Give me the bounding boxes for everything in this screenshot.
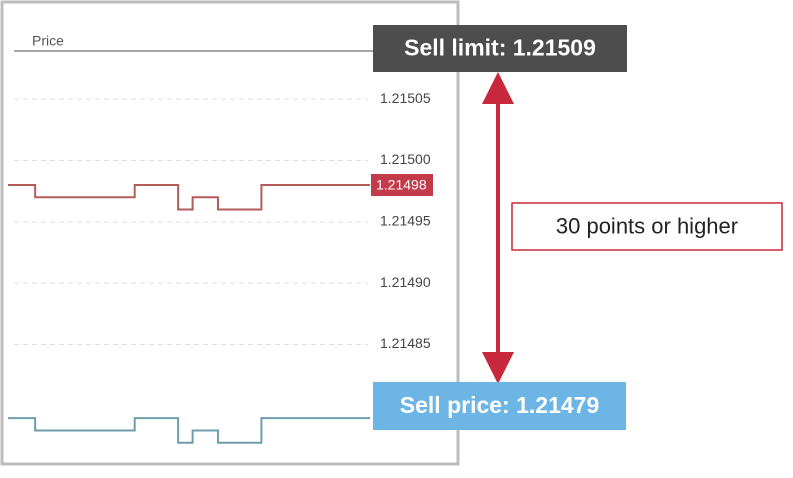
annotation-text: 30 points or higher — [556, 213, 738, 238]
annotation-text: Sell price: 1.21479 — [400, 392, 599, 418]
annotation-box — [373, 25, 627, 72]
y-tick-label: 1.21500 — [380, 151, 431, 167]
y-tick-label: 1.21495 — [380, 213, 431, 229]
panel-title: Price — [32, 33, 64, 49]
annotation-box — [511, 202, 783, 251]
annotations: Sell limit: 1.21509 30 points or higher Se… — [373, 25, 783, 430]
annotation-box — [373, 382, 626, 430]
y-tick-label: 1.21490 — [380, 274, 431, 290]
y-tick-label: 1.21505 — [380, 90, 431, 106]
current-price-label: 1.21498 — [376, 177, 427, 193]
y-tick-label: 1.21485 — [380, 335, 431, 351]
price-line — [8, 417, 370, 444]
plot: 1.21505 1.21500 1.21495 1.21490 1.21485 1.214… — [8, 90, 433, 444]
current-price-box — [371, 174, 433, 196]
price-line — [8, 184, 370, 211]
annotation-text: Sell limit: 1.21509 — [404, 35, 596, 61]
